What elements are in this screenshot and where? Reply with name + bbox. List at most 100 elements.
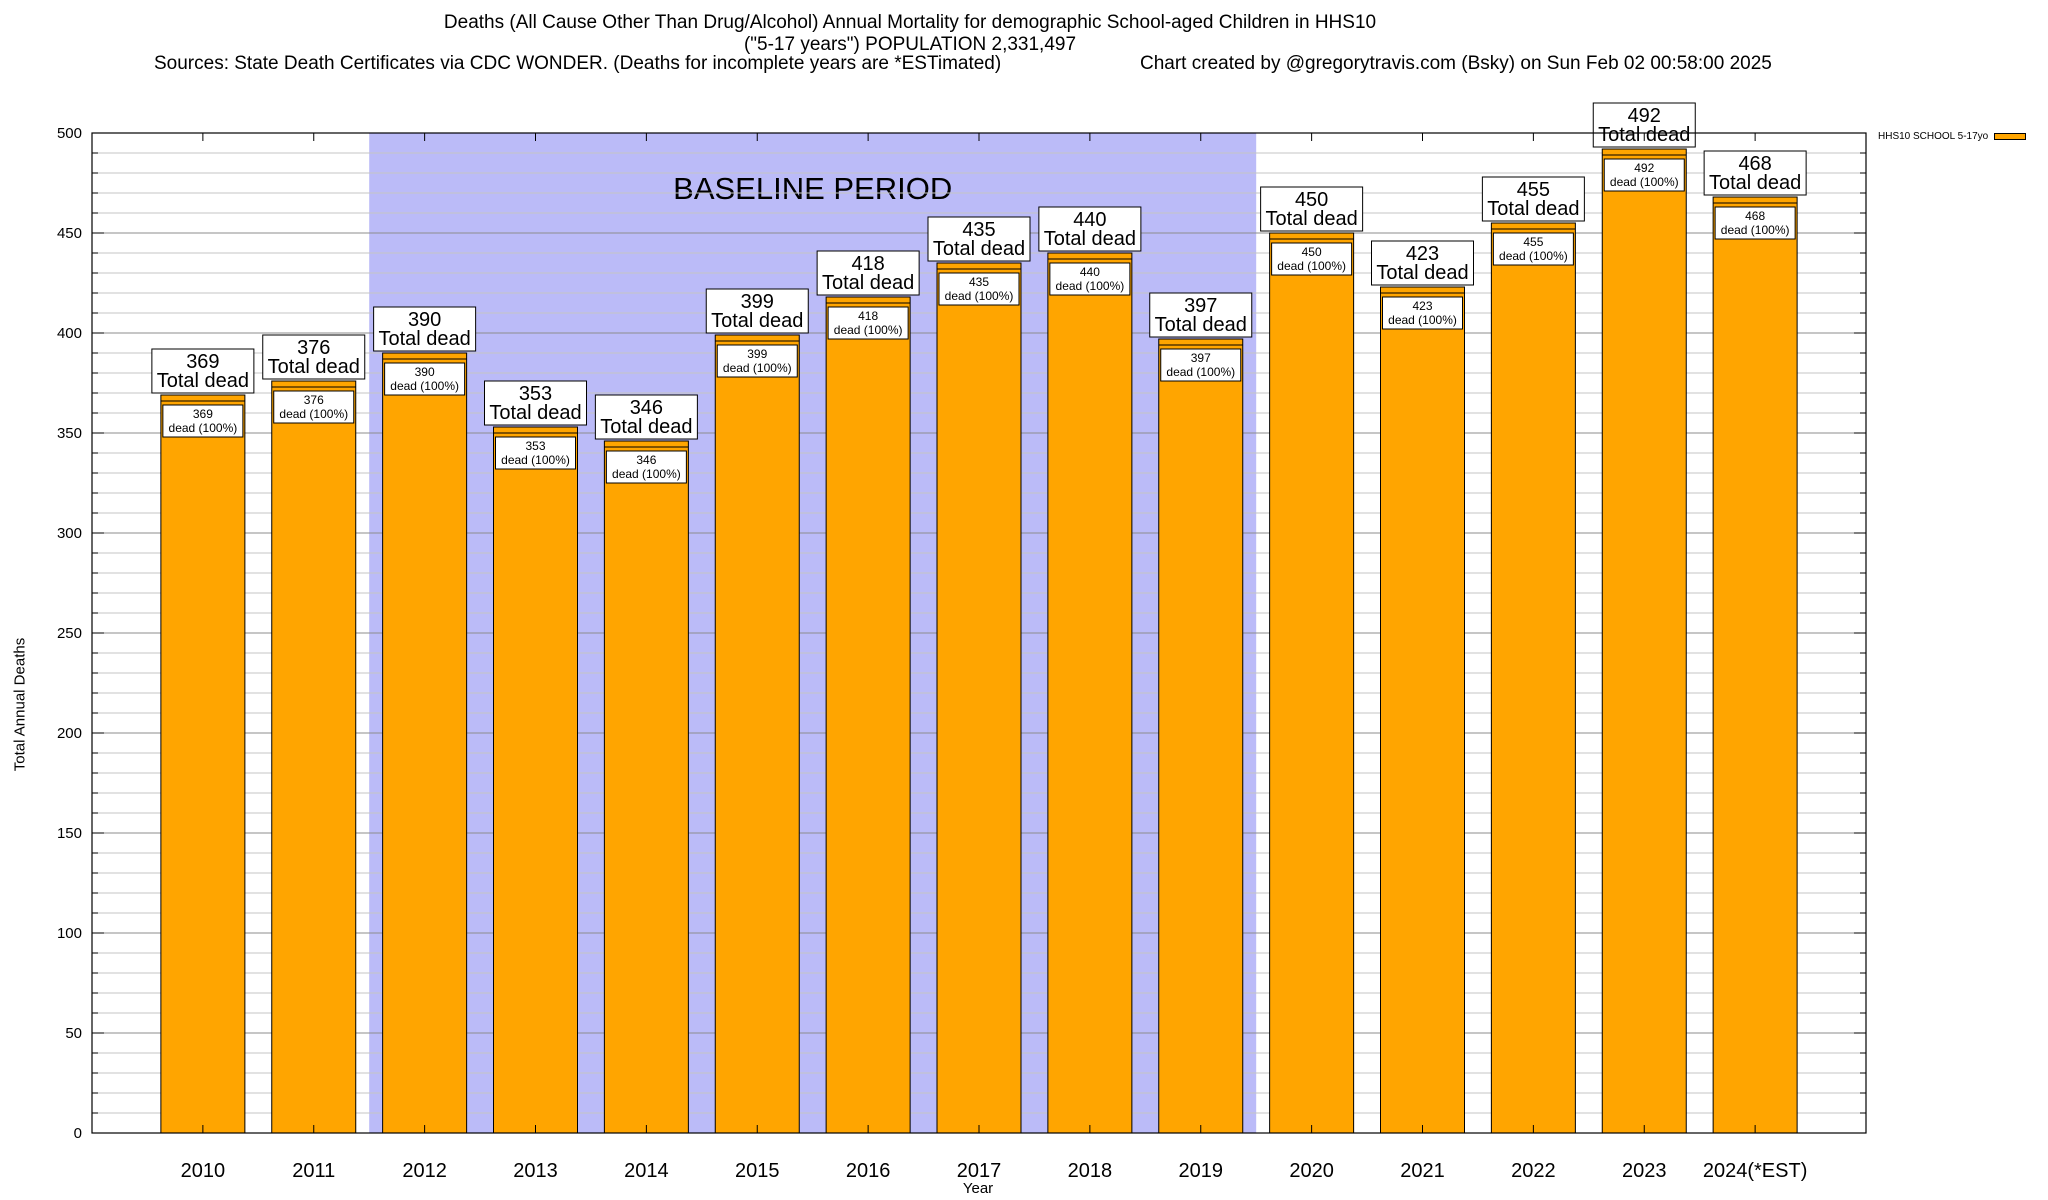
bar <box>936 262 1022 1134</box>
bar-total-label-box <box>1703 150 1807 196</box>
bar-total-value: 450 <box>1295 189 1328 211</box>
bar-total-value: 353 <box>519 383 552 405</box>
bar-inner-percent: dead (100%) <box>1056 279 1125 293</box>
bar-inner-label-box <box>827 306 909 340</box>
bar-inner-percent: dead (100%) <box>169 421 238 435</box>
legend-label: HHS10 SCHOOL 5-17yo <box>1878 131 1989 142</box>
bar <box>1601 148 1687 1134</box>
bar-inner-percent: dead (100%) <box>501 453 570 467</box>
bar-inner-label-box <box>605 450 687 484</box>
bar-inner-label-box <box>1049 262 1131 296</box>
bar-total-value: 440 <box>1073 209 1106 231</box>
bar-total-text: Total dead <box>1376 262 1468 284</box>
bar-inner-value: 455 <box>1523 235 1543 249</box>
bar-inner-value: 353 <box>525 439 545 453</box>
bar <box>160 394 246 1134</box>
x-tick-label: 2016 <box>846 1160 891 1182</box>
bar-total-value: 418 <box>851 253 884 275</box>
title-line-1: Deaths (All Cause Other Than Drug/Alcoho… <box>443 12 1377 33</box>
bar-inner-label-box <box>273 390 355 424</box>
bar-total-label-box <box>484 380 587 426</box>
bar-inner-value: 468 <box>1745 209 1765 223</box>
bar-inner-value: 369 <box>193 407 213 421</box>
bar-total-label-box <box>1260 186 1364 232</box>
x-axis-label: Year <box>962 1180 994 1197</box>
x-tick-label: 2014 <box>624 1160 669 1182</box>
x-tick-label: 2011 <box>292 1160 335 1182</box>
bar-total-text: Total dead <box>1155 314 1247 336</box>
y-tick-label: 500 <box>57 125 82 142</box>
x-tick-label: 2021 <box>1400 1160 1445 1182</box>
bar-total-label-box <box>816 250 920 296</box>
plot-frame <box>91 132 1867 1134</box>
y-tick-label: 100 <box>57 925 82 942</box>
bar-inner-label-box <box>938 272 1020 306</box>
bar-inner-percent: dead (100%) <box>1499 249 1568 263</box>
bar-total-value: 397 <box>1184 295 1217 317</box>
bar-inner-value: 390 <box>415 365 435 379</box>
sources-note: Sources: State Death Certificates via CD… <box>154 53 1002 74</box>
x-tick-label: 2013 <box>513 1160 558 1182</box>
bar <box>825 296 911 1134</box>
credit-note: Chart created by @gregorytravis.com (Bsk… <box>1140 53 1772 74</box>
y-tick-label: 350 <box>57 425 82 442</box>
bar-inner-value: 440 <box>1080 265 1100 279</box>
y-axis-label: Total Annual Deaths <box>11 637 29 772</box>
bar-inner-value: 399 <box>747 347 767 361</box>
x-tick-label: 2023 <box>1622 1160 1667 1182</box>
bar-total-label-box <box>1038 206 1142 252</box>
bar-inner-label-box <box>1492 232 1574 266</box>
bar-total-text: Total dead <box>378 328 470 350</box>
bar-inner-percent: dead (100%) <box>1277 259 1346 273</box>
bar-inner-label-box <box>384 362 466 396</box>
x-tick-label: 2020 <box>1289 1160 1334 1182</box>
bar-total-text: Total dead <box>711 310 803 332</box>
bar-inner-value: 450 <box>1302 245 1322 259</box>
bar <box>714 334 800 1134</box>
bar-inner-percent: dead (100%) <box>1166 365 1235 379</box>
bar <box>1158 338 1244 1134</box>
bar-total-label-box <box>151 348 255 394</box>
bar-total-text: Total dead <box>1487 198 1579 220</box>
bar-total-text: Total dead <box>933 238 1025 260</box>
x-tick-label: 2010 <box>181 1160 226 1182</box>
bar-total-text: Total dead <box>489 402 581 424</box>
bar-total-value: 346 <box>630 397 663 419</box>
bar-inner-label-box <box>495 436 576 470</box>
bar-total-text: Total dead <box>1709 172 1801 194</box>
x-tick-label: 2018 <box>1068 1160 1113 1182</box>
bar <box>382 352 468 1134</box>
bar-inner-value: 397 <box>1191 351 1211 365</box>
x-tick-label: 2024(*EST) <box>1703 1160 1808 1182</box>
bar-total-label-box <box>927 216 1031 262</box>
bar <box>1380 286 1465 1134</box>
bar-inner-value: 435 <box>969 275 989 289</box>
bar-inner-percent: dead (100%) <box>279 407 348 421</box>
bar-total-value: 399 <box>741 291 774 313</box>
y-tick-label: 250 <box>57 625 82 642</box>
x-tick-label: 2019 <box>1179 1160 1224 1182</box>
title-line-2: ("5-17 years") POPULATION 2,331,497 <box>743 34 1077 55</box>
bar-total-label-box <box>1371 240 1474 286</box>
bar <box>1047 252 1133 1134</box>
bar-total-text: Total dead <box>157 370 249 392</box>
bar-inner-percent: dead (100%) <box>834 323 903 337</box>
bar-total-label-box <box>262 334 366 380</box>
y-tick-label: 0 <box>74 1125 82 1142</box>
bar-total-value: 369 <box>186 351 219 373</box>
bar-total-label-box <box>594 394 698 440</box>
bar-total-label-box <box>373 306 477 352</box>
baseline-label: BASELINE PERIOD <box>673 171 952 206</box>
chart-title: Deaths (All Cause Other Than Drug/Alcoho… <box>0 12 1820 56</box>
x-tick-label: 2022 <box>1511 1160 1556 1182</box>
y-tick-label: 200 <box>57 725 82 742</box>
bar-inner-label-box <box>1714 206 1796 240</box>
bar-inner-value: 492 <box>1634 161 1654 175</box>
y-tick-label: 150 <box>57 825 82 842</box>
bar-total-label-box <box>705 288 809 334</box>
bar-inner-value: 346 <box>636 453 656 467</box>
y-tick-label: 50 <box>65 1025 82 1042</box>
bar-inner-label-box <box>1382 296 1463 330</box>
bar-total-label-box <box>1481 176 1585 222</box>
